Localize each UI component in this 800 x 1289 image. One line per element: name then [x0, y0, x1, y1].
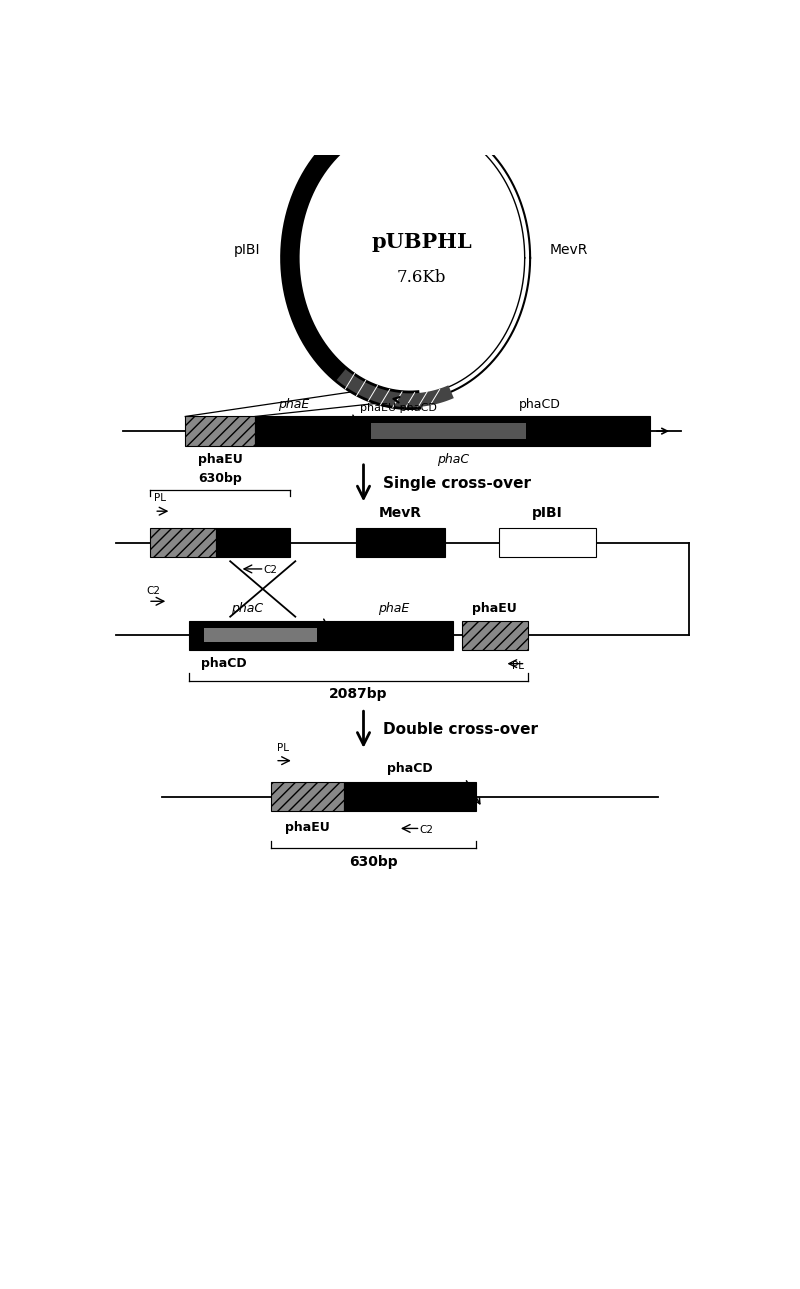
Text: phaEU: phaEU — [473, 602, 518, 615]
Text: pIBI: pIBI — [234, 244, 261, 258]
Text: phaEU phaCD: phaEU phaCD — [360, 403, 437, 414]
Bar — [356, 528, 445, 557]
Text: phaEU: phaEU — [198, 454, 242, 467]
Text: MevR: MevR — [379, 507, 422, 521]
Bar — [189, 620, 334, 650]
Text: phaE: phaE — [378, 602, 409, 615]
Bar — [216, 528, 290, 557]
Bar — [255, 416, 650, 446]
Bar — [150, 528, 216, 557]
Text: phaC: phaC — [437, 454, 469, 467]
Text: PL: PL — [512, 660, 524, 670]
Bar — [344, 782, 476, 812]
Bar — [499, 528, 596, 557]
Text: Double cross-over: Double cross-over — [383, 722, 538, 737]
Text: phaC: phaC — [231, 602, 263, 615]
Text: 630bp: 630bp — [349, 855, 398, 869]
Bar — [462, 620, 528, 650]
Bar — [186, 416, 255, 446]
Text: phaE: phaE — [278, 398, 310, 411]
Text: PL: PL — [154, 494, 166, 504]
Text: C2: C2 — [419, 825, 433, 834]
Text: MevR: MevR — [550, 244, 588, 258]
Text: pUBPHL: pUBPHL — [371, 232, 472, 253]
Bar — [371, 423, 526, 440]
Text: phaCD: phaCD — [387, 762, 433, 775]
Text: 630bp: 630bp — [198, 472, 242, 485]
Text: phaCD: phaCD — [201, 657, 246, 670]
Text: phaEU: phaEU — [285, 821, 330, 834]
Text: C2: C2 — [263, 565, 277, 575]
Text: phaCD: phaCD — [518, 398, 561, 411]
Bar — [270, 782, 344, 812]
Text: 2087bp: 2087bp — [330, 687, 388, 701]
Text: Single cross-over: Single cross-over — [383, 476, 531, 491]
Text: C2: C2 — [146, 586, 161, 596]
Text: PL: PL — [277, 742, 289, 753]
Bar — [204, 628, 317, 642]
Text: pIBI: pIBI — [532, 507, 563, 521]
Text: 7.6Kb: 7.6Kb — [397, 268, 446, 286]
Bar — [334, 620, 453, 650]
